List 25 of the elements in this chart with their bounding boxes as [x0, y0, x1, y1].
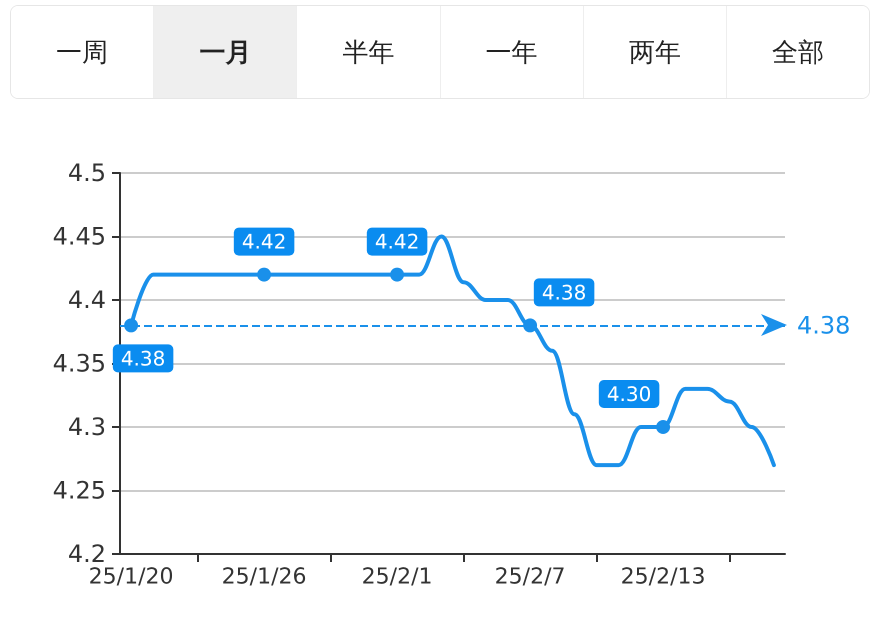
data-label: 4.38: [542, 280, 586, 304]
data-label: 4.42: [374, 230, 420, 254]
text: 一周: [11, 6, 154, 98]
y-tick-label: 4.3: [68, 413, 106, 441]
data-label: 4.38: [120, 346, 166, 370]
text: 两年: [582, 6, 726, 98]
point: [390, 268, 404, 282]
x-tick-label: 25/2/1: [362, 564, 432, 590]
data-label: 4.42: [242, 230, 286, 254]
text: 半年: [296, 6, 440, 98]
point: [257, 268, 272, 282]
y-tick-label: 4.35: [52, 350, 106, 378]
ref-line-label: 4.38: [797, 311, 850, 340]
text: 全部: [726, 6, 870, 98]
y-tick-label: 4.5: [68, 159, 106, 187]
text: 一月: [153, 6, 296, 98]
y-tick-label: 4.25: [52, 476, 106, 504]
point: [656, 420, 670, 434]
y-tick-label: 4.45: [52, 222, 106, 250]
y-tick-label: 4.4: [68, 286, 106, 314]
x-tick-label: 25/1/26: [222, 564, 306, 590]
x-tick-label: 25/2/7: [494, 564, 566, 590]
x-tick-label: 25/2/13: [620, 564, 706, 590]
data-label: 4.30: [606, 382, 652, 406]
text: 一年: [440, 6, 583, 98]
